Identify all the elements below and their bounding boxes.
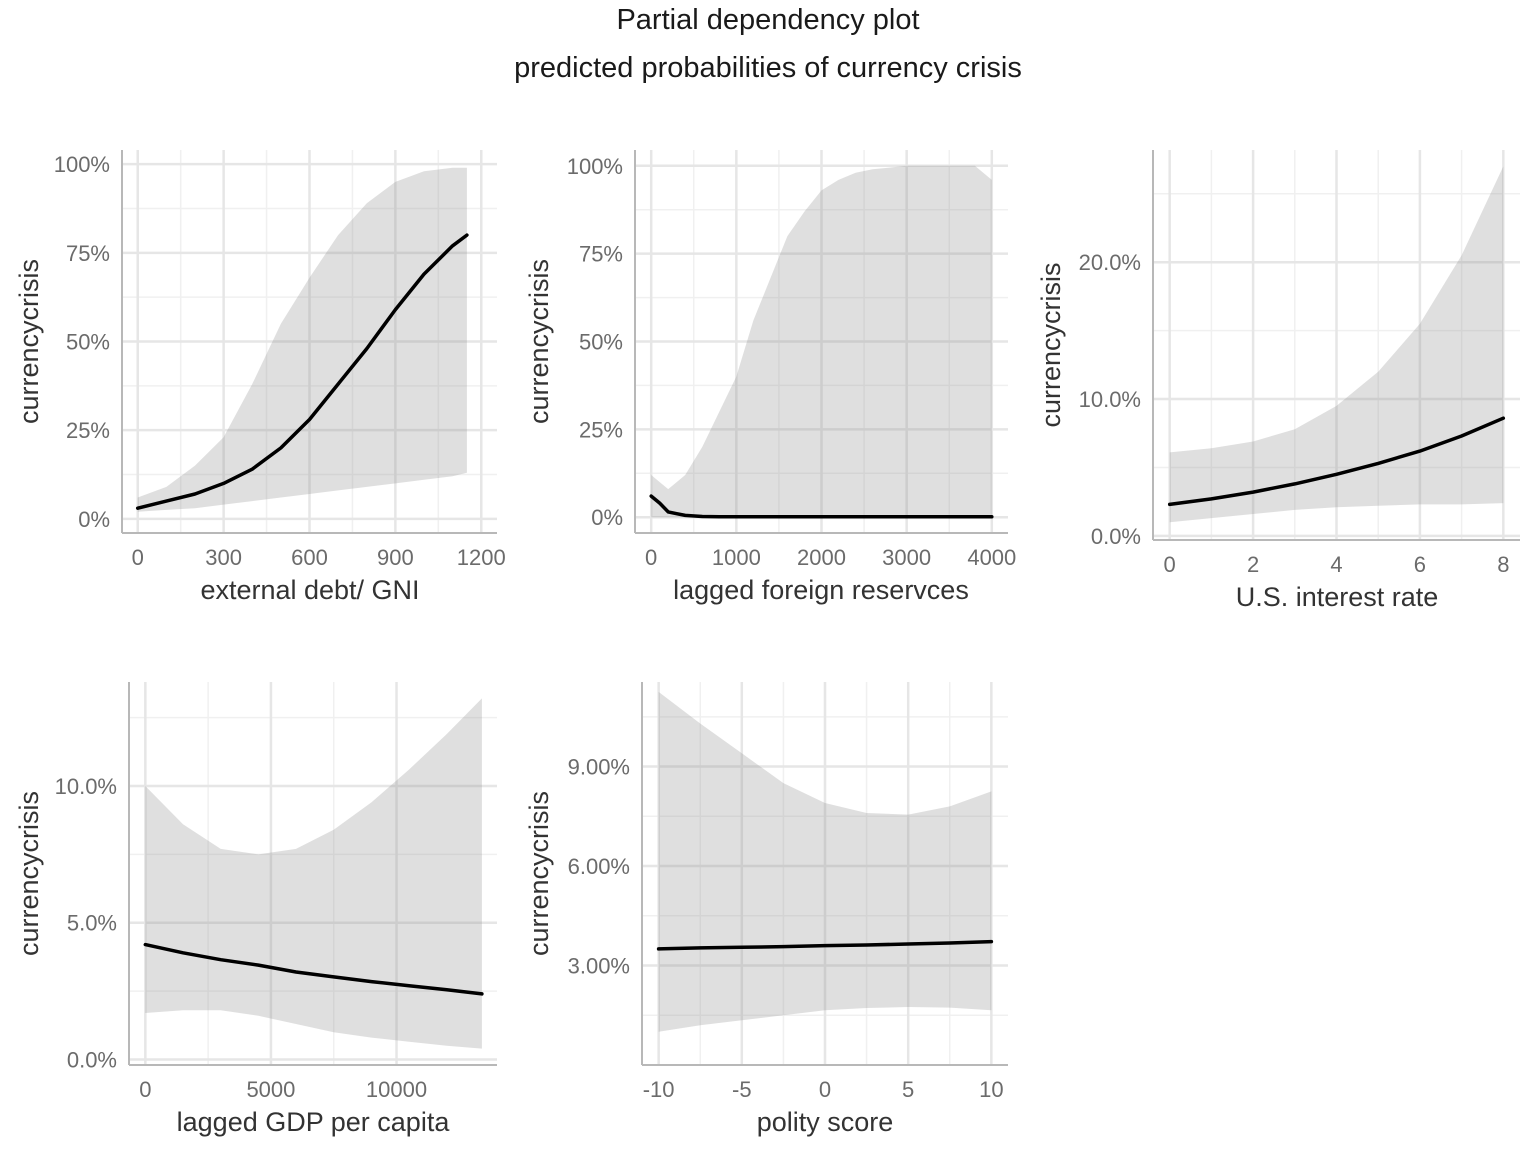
x-axis-title: lagged GDP per capita <box>177 1107 451 1137</box>
x-tick-label: 0 <box>819 1077 831 1102</box>
x-tick-label: 3000 <box>882 545 931 570</box>
y-axis-title: currencycrisis <box>1036 262 1066 427</box>
fitted-line <box>656 939 994 951</box>
y-tick-label: 100% <box>567 154 623 179</box>
x-tick-label: -10 <box>643 1077 675 1102</box>
y-tick-label: 0% <box>591 505 623 530</box>
fitted-line <box>1167 416 1506 507</box>
panel-4: 0 5000 10000 0.0% 5.0% 10.0% lagged GDP per ca… <box>14 682 497 1137</box>
y-tick-label: 10.0% <box>1079 387 1141 412</box>
x-tick-label: 1200 <box>457 545 506 570</box>
confidence-band <box>1169 166 1504 523</box>
panel-1: 0 300 600 900 1200 0% 25% 50% 75% 100% external de… <box>14 150 506 605</box>
x-axis-title: lagged foreign reservces <box>673 575 969 605</box>
y-tick-label: 50% <box>579 330 623 355</box>
x-tick-label: 4 <box>1330 552 1342 577</box>
y-tick-label: 75% <box>66 241 110 266</box>
y-tick-label: 0.0% <box>67 1048 117 1073</box>
y-tick-label: 9.00% <box>568 755 630 780</box>
y-tick-label: 0.0% <box>1091 524 1141 549</box>
y-tick-label: 10.0% <box>55 774 117 799</box>
x-tick-label: 8 <box>1497 552 1509 577</box>
panel-3: 0 2 4 6 8 0.0% 10.0% 20.0% U.S. interest rate cur… <box>1036 150 1520 612</box>
y-tick-label: 50% <box>66 330 110 355</box>
chart-title: Partial dependency plot <box>616 4 920 36</box>
x-tick-label: 4000 <box>967 545 1016 570</box>
x-tick-label: 0 <box>132 545 144 570</box>
x-axis-title: polity score <box>757 1107 894 1137</box>
y-axis-title: currencycrisis <box>524 791 554 956</box>
x-tick-label: 2000 <box>797 545 846 570</box>
x-tick-label: 5000 <box>246 1077 295 1102</box>
y-tick-label: 6.00% <box>568 854 630 879</box>
y-axis-title: currencycrisis <box>14 791 44 956</box>
x-tick-label: 6 <box>1414 552 1426 577</box>
confidence-band <box>651 165 992 518</box>
chart-subtitle: predicted probabilities of currency cris… <box>514 52 1022 84</box>
x-tick-label: 600 <box>291 545 328 570</box>
y-tick-label: 25% <box>66 418 110 443</box>
fitted-line <box>143 942 484 996</box>
y-tick-label: 75% <box>579 242 623 267</box>
x-tick-label: 1000 <box>712 545 761 570</box>
y-tick-label: 100% <box>54 152 110 177</box>
panel-5: -10 -5 0 5 10 3.00% 6.00% 9.00% polity score curr… <box>524 682 1008 1137</box>
x-axis-title: U.S. interest rate <box>1236 582 1439 612</box>
y-tick-label: 3.00% <box>568 954 630 979</box>
x-tick-label: 900 <box>377 545 414 570</box>
x-tick-label: 0 <box>1164 552 1176 577</box>
panel-2: 0 1000 2000 3000 4000 0% 25% 50% 75% 100% lagged f… <box>524 150 1016 605</box>
y-tick-label: 20.0% <box>1079 250 1141 275</box>
y-tick-label: 25% <box>579 417 623 442</box>
fitted-line <box>135 233 469 510</box>
x-tick-label: 0 <box>645 545 657 570</box>
y-axis-title: currencycrisis <box>14 259 44 424</box>
x-tick-label: 300 <box>205 545 242 570</box>
x-tick-label: 10 <box>979 1077 1003 1102</box>
x-tick-label: 5 <box>902 1077 914 1102</box>
x-tick-label: 2 <box>1247 552 1259 577</box>
y-tick-label: 0% <box>78 507 110 532</box>
y-tick-label: 5.0% <box>67 911 117 936</box>
x-axis-title: external debt/ GNI <box>200 575 419 605</box>
x-tick-label: 0 <box>139 1077 151 1102</box>
fitted-line <box>649 494 994 519</box>
confidence-band <box>137 167 467 512</box>
y-axis-title: currencycrisis <box>524 259 554 424</box>
confidence-band <box>145 698 482 1049</box>
x-tick-label: 10000 <box>366 1077 427 1102</box>
x-tick-label: -5 <box>732 1077 752 1102</box>
